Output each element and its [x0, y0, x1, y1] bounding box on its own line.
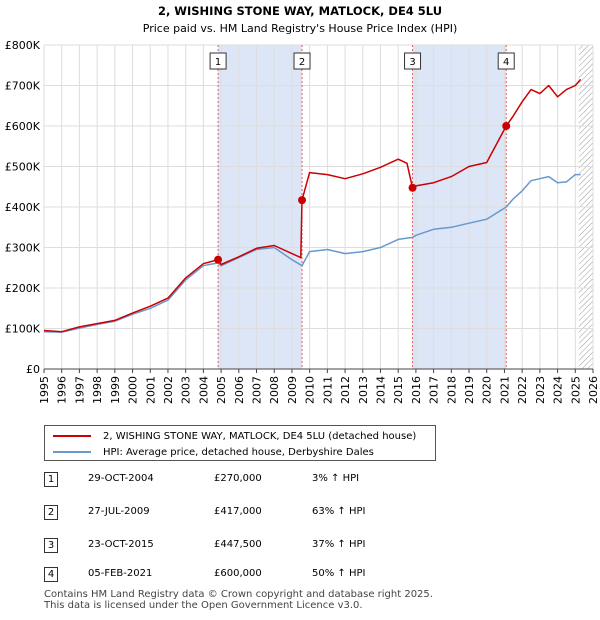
x-tick-label: 2022	[516, 376, 529, 404]
y-tick-label: £200K	[5, 282, 41, 295]
footer: Contains HM Land Registry data © Crown c…	[44, 589, 433, 611]
x-tick-label: 2010	[304, 376, 317, 404]
chart-title: 2, WISHING STONE WAY, MATLOCK, DE4 5LU	[158, 4, 442, 18]
x-tick-label: 2009	[286, 376, 299, 404]
sale-date: 23-OCT-2015	[88, 539, 154, 550]
x-tick-label: 1999	[109, 376, 122, 404]
sale-date: 29-OCT-2004	[88, 473, 154, 484]
x-tick-label: 2015	[392, 376, 405, 404]
sale-point	[408, 183, 417, 192]
x-tick-label: 2007	[251, 376, 264, 404]
x-tick-label: 2018	[445, 376, 458, 404]
y-tick-label: £300K	[5, 242, 41, 255]
sale-price: £600,000	[214, 568, 262, 579]
legend-label-hpi: HPI: Average price, detached house, Derb…	[103, 446, 374, 458]
sale-marker-label: 4	[503, 57, 509, 68]
sale-price: £270,000	[214, 473, 262, 484]
sale-marker-box	[293, 52, 311, 70]
x-tick-label: 1997	[73, 376, 86, 404]
chart-subtitle: Price paid vs. HM Land Registry's House …	[143, 22, 458, 35]
sale-price: £417,000	[214, 506, 262, 517]
sale-row: 3 23-OCT-2015 £447,500 37% ↑ HPI	[44, 538, 464, 554]
y-tick-label: £0	[26, 363, 40, 376]
x-tick-label: 2008	[268, 376, 281, 404]
sale-marker-label: 2	[299, 57, 305, 68]
y-tick-label: £800K	[5, 39, 41, 52]
sale-marker-label: 3	[409, 57, 415, 68]
legend-item-hpi: HPI: Average price, detached house, Derb…	[53, 444, 374, 460]
x-tick-label: 2020	[481, 376, 494, 404]
legend-label-property: 2, WISHING STONE WAY, MATLOCK, DE4 5LU (…	[103, 430, 417, 442]
sale-number: 2	[44, 505, 58, 520]
sale-date: 05-FEB-2021	[88, 568, 153, 579]
legend: 2, WISHING STONE WAY, MATLOCK, DE4 5LU (…	[44, 425, 436, 461]
footer-copyright: Contains HM Land Registry data © Crown c…	[44, 589, 433, 600]
x-tick-label: 2014	[374, 376, 387, 404]
x-tick-label: 2000	[127, 376, 140, 404]
x-tick-label: 2011	[321, 376, 334, 404]
sale-marker-box	[404, 52, 422, 70]
x-tick-label: 1998	[91, 376, 104, 404]
x-tick-label: 2016	[410, 376, 423, 404]
y-tick-label: £700K	[5, 80, 41, 93]
legend-swatch-property	[53, 435, 91, 437]
x-tick-label: 2001	[144, 376, 157, 404]
x-tick-label: 2019	[463, 376, 476, 404]
x-tick-label: 1995	[38, 376, 51, 404]
y-tick-label: £500K	[5, 161, 41, 174]
x-tick-label: 2017	[428, 376, 441, 404]
x-tick-label: 2002	[162, 376, 175, 404]
x-tick-label: 2021	[498, 376, 511, 404]
hpi-line	[43, 173, 581, 333]
sale-hpi-change: 63% ↑ HPI	[312, 506, 366, 517]
y-tick-label: £100K	[5, 323, 41, 336]
x-tick-label: 1996	[56, 376, 69, 404]
sale-point	[502, 122, 511, 130]
x-tick-label: 2013	[357, 376, 370, 404]
x-tick-label: 2025	[569, 376, 582, 404]
sale-number: 1	[44, 472, 58, 487]
sale-number: 4	[44, 567, 58, 582]
sale-hpi-change: 37% ↑ HPI	[312, 539, 366, 550]
legend-item-property: 2, WISHING STONE WAY, MATLOCK, DE4 5LU (…	[53, 428, 416, 444]
footer-licence: This data is licensed under the Open Gov…	[44, 600, 363, 611]
sale-price: £447,500	[214, 539, 262, 550]
x-tick-label: 2006	[233, 376, 246, 404]
legend-swatch-hpi	[53, 451, 91, 453]
sale-row: 4 05-FEB-2021 £600,000 50% ↑ HPI	[44, 567, 464, 583]
x-tick-label: 2023	[534, 376, 547, 404]
sale-hpi-change: 3% ↑ HPI	[312, 473, 360, 484]
sale-row: 2 27-JUL-2009 £417,000 63% ↑ HPI	[44, 505, 464, 521]
sale-marker-box	[497, 52, 515, 70]
x-tick-label: 2003	[180, 376, 193, 404]
y-tick-label: £400K	[5, 201, 41, 214]
x-tick-label: 2024	[552, 376, 565, 404]
sale-point	[214, 255, 223, 264]
x-tick-label: 2012	[339, 376, 352, 404]
price-chart: 2, WISHING STONE WAY, MATLOCK, DE4 5LU P…	[5, 4, 600, 404]
property-price-line	[43, 78, 582, 333]
x-tick-label: 2004	[197, 376, 210, 404]
sale-row: 1 29-OCT-2004 £270,000 3% ↑ HPI	[44, 472, 464, 488]
x-tick-label: 2005	[215, 376, 228, 404]
sale-marker-box	[209, 52, 227, 70]
sale-marker-label: 1	[215, 57, 221, 68]
sale-date: 27-JUL-2009	[88, 506, 150, 517]
sale-number: 3	[44, 538, 58, 553]
sale-hpi-change: 50% ↑ HPI	[312, 568, 366, 579]
sale-point	[298, 196, 307, 205]
x-tick-label: 2026	[587, 376, 600, 404]
y-tick-label: £600K	[5, 120, 41, 133]
